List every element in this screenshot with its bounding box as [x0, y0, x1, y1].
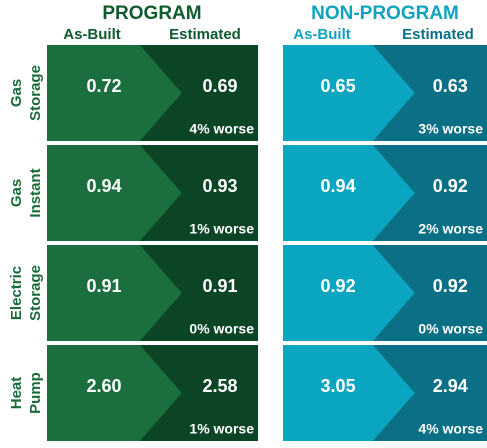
as-built-value: 0.72	[86, 76, 121, 96]
chevron	[283, 45, 415, 141]
estimated-value: 0.92	[433, 276, 468, 296]
difference: 0% worse	[418, 321, 483, 337]
as-built-value: 0.65	[321, 76, 356, 96]
estimated-value: 0.93	[202, 176, 237, 196]
estimated-value: 0.63	[433, 76, 468, 96]
subheader: As-Built	[63, 26, 121, 43]
chevron	[283, 345, 415, 441]
row-label: Pump	[27, 372, 44, 414]
estimated-value: 2.58	[202, 376, 237, 396]
as-built-value: 0.92	[321, 276, 356, 296]
row-label: Heat	[8, 377, 25, 410]
difference: 2% worse	[418, 221, 483, 237]
row-label: Gas	[8, 79, 25, 107]
row-label: Gas	[8, 179, 25, 207]
estimated-value: 0.92	[433, 176, 468, 196]
chevron	[47, 245, 182, 341]
difference: 4% worse	[418, 421, 483, 437]
row-label: Storage	[27, 65, 44, 121]
row-label: Storage	[27, 265, 44, 321]
as-built-value: 3.05	[321, 376, 356, 396]
chevron	[283, 245, 415, 341]
subheader: Estimated	[402, 26, 474, 43]
chevron	[283, 145, 415, 241]
subheader: As-Built	[293, 26, 351, 43]
as-built-value: 0.94	[86, 176, 121, 196]
difference: 3% worse	[418, 121, 483, 137]
non-program-header: NON-PROGRAM	[311, 3, 459, 24]
estimated-value: 0.91	[202, 276, 237, 296]
as-built-value: 2.60	[86, 376, 121, 396]
estimated-value: 0.69	[202, 76, 237, 96]
row-label: Electric	[8, 266, 25, 320]
estimated-value: 2.94	[433, 376, 468, 396]
as-built-value: 0.94	[321, 176, 356, 196]
subheader: Estimated	[169, 26, 241, 43]
difference: 1% worse	[189, 221, 254, 237]
as-built-value: 0.91	[86, 276, 121, 296]
chevron	[47, 345, 182, 441]
chevron	[47, 145, 182, 241]
row-label: Instant	[27, 168, 44, 217]
program-header: PROGRAM	[102, 3, 201, 24]
difference: 0% worse	[189, 321, 254, 337]
difference: 1% worse	[189, 421, 254, 437]
chevron	[47, 45, 182, 141]
difference: 4% worse	[189, 121, 254, 137]
